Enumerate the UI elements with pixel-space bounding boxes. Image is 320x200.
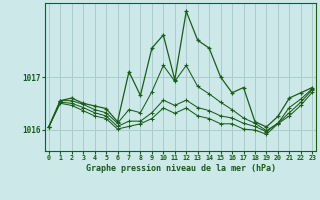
X-axis label: Graphe pression niveau de la mer (hPa): Graphe pression niveau de la mer (hPa) (85, 164, 276, 173)
